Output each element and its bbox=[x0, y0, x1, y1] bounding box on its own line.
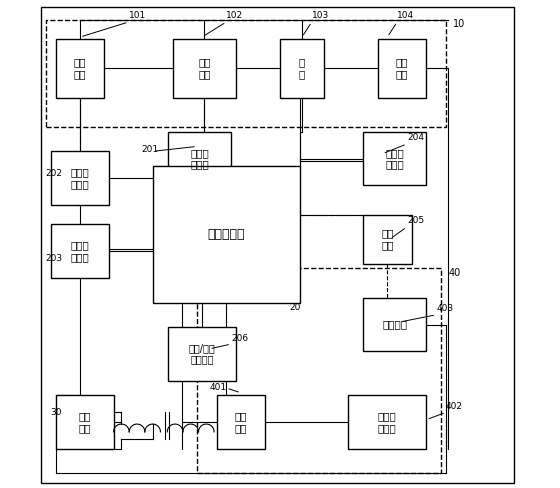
Bar bbox=[363, 298, 426, 351]
Text: 30: 30 bbox=[50, 408, 62, 417]
Text: 40: 40 bbox=[449, 268, 461, 278]
Bar bbox=[363, 215, 412, 264]
Text: 电量显
示单元: 电量显 示单元 bbox=[71, 241, 89, 262]
Bar bbox=[363, 132, 426, 185]
Text: 204: 204 bbox=[407, 134, 424, 142]
Text: 10: 10 bbox=[453, 20, 465, 29]
Text: 储能
电池: 储能 电池 bbox=[198, 58, 211, 79]
Text: 电压调
节单元: 电压调 节单元 bbox=[378, 411, 396, 433]
Bar bbox=[153, 166, 300, 303]
Text: 整流
单元: 整流 单元 bbox=[235, 411, 247, 433]
Bar bbox=[172, 39, 236, 98]
Bar bbox=[55, 39, 104, 98]
Text: 开
关: 开 关 bbox=[299, 58, 305, 79]
Text: 104: 104 bbox=[397, 12, 414, 20]
Text: 402: 402 bbox=[446, 402, 463, 411]
Text: 102: 102 bbox=[226, 12, 244, 20]
Bar bbox=[55, 395, 114, 449]
Text: 按键控
制单元: 按键控 制单元 bbox=[385, 148, 404, 169]
Bar bbox=[50, 151, 109, 205]
Text: 401: 401 bbox=[209, 384, 226, 392]
Text: 20: 20 bbox=[290, 303, 301, 312]
Text: 201: 201 bbox=[141, 145, 158, 154]
Bar bbox=[348, 395, 426, 449]
Text: 驱动
单元: 驱动 单元 bbox=[78, 411, 91, 433]
Bar bbox=[50, 224, 109, 278]
Bar bbox=[168, 327, 236, 381]
Bar bbox=[46, 20, 446, 127]
Text: 103: 103 bbox=[312, 12, 329, 20]
Bar bbox=[280, 39, 324, 98]
Text: 101: 101 bbox=[129, 12, 146, 20]
Text: 电压监
测单元: 电压监 测单元 bbox=[190, 148, 209, 169]
Bar bbox=[168, 132, 231, 185]
Text: 206: 206 bbox=[231, 334, 248, 343]
Text: 充电
单元: 充电 单元 bbox=[74, 58, 86, 79]
Text: 205: 205 bbox=[407, 217, 424, 225]
Text: 通讯
单元: 通讯 单元 bbox=[381, 228, 394, 250]
Text: 电流/电压
采样单元: 电流/电压 采样单元 bbox=[189, 343, 215, 365]
Text: 升压
单元: 升压 单元 bbox=[396, 58, 408, 79]
Text: 控制单元: 控制单元 bbox=[382, 320, 407, 329]
Text: 温度检
测单元: 温度检 测单元 bbox=[71, 167, 89, 189]
Bar bbox=[377, 39, 426, 98]
Bar bbox=[217, 395, 265, 449]
Text: 中央处理器: 中央处理器 bbox=[208, 228, 245, 241]
Text: 202: 202 bbox=[46, 169, 63, 178]
Bar bbox=[197, 268, 441, 473]
Text: 203: 203 bbox=[46, 254, 63, 263]
Text: 403: 403 bbox=[436, 305, 453, 313]
